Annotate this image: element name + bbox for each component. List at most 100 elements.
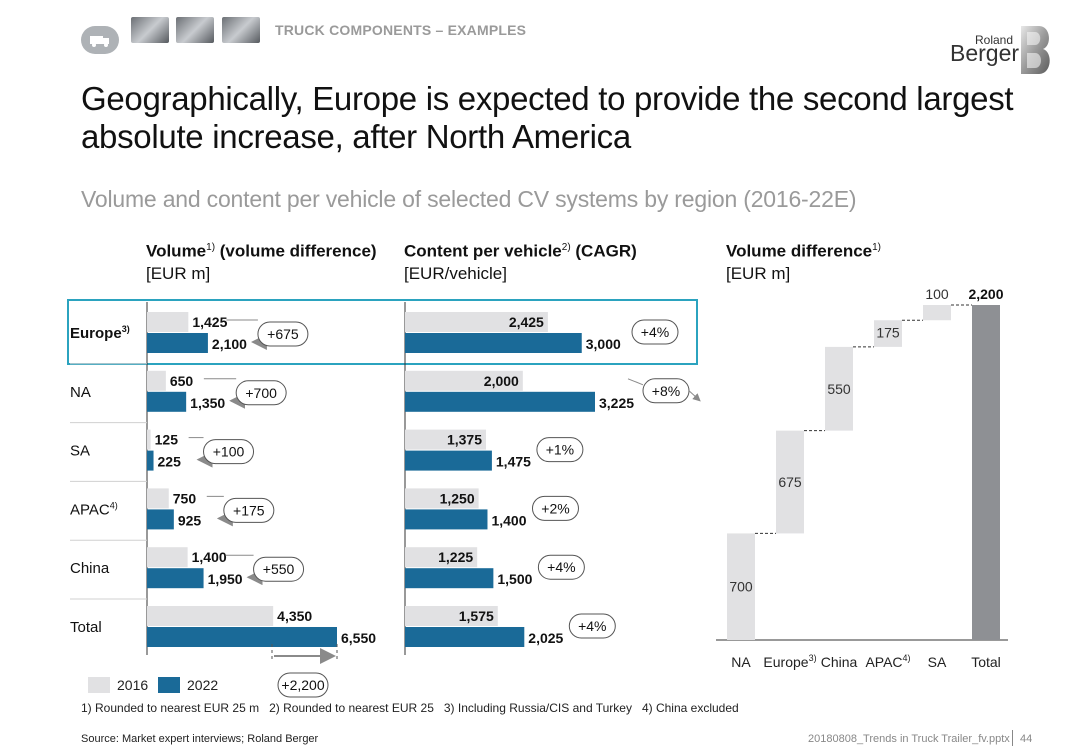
cagr-bubble-total [568, 613, 616, 639]
content-bar-2022-sa [405, 450, 492, 471]
legend-label-2022: 2022 [187, 677, 219, 693]
content-bar-2016-na [405, 370, 523, 391]
page-divider [1012, 730, 1013, 746]
cagr-bubble-europe [631, 319, 679, 345]
legend-swatch-2022 [158, 677, 180, 693]
waterfall-bar-sa [923, 305, 951, 321]
waterfall-category-china: China [821, 654, 858, 670]
waterfall-category-europe: Europe3) [763, 653, 816, 670]
difference-bubble-sa [203, 439, 255, 465]
waterfall-column-header: Volume difference1) [EUR m] [726, 241, 882, 283]
volume-label-2016-sa: 125 [155, 432, 179, 448]
waterfall-value-europe: 675 [778, 474, 802, 490]
difference-label-total: +2,200 [281, 677, 324, 693]
difference-label-china: +550 [263, 561, 295, 577]
volume-label-2016-europe: 1,425 [192, 314, 227, 330]
difference-bubble-na [235, 380, 287, 406]
volume-column-header: Volume1) (volume difference) [EUR m] [146, 241, 377, 283]
content-label-2016-total: 1,575 [459, 608, 494, 624]
volume-label-2016-na: 650 [170, 373, 194, 389]
volume-bar-2022-total [147, 627, 337, 647]
content-label-2022-europe: 3,000 [586, 336, 621, 352]
volume-label-2022-europe: 2,100 [212, 336, 247, 352]
waterfall-bar-europe [776, 430, 804, 534]
volume-label-2022-total: 6,550 [341, 630, 376, 646]
cagr-label-total: +4% [578, 618, 606, 634]
waterfall-category-apac: APAC4) [865, 653, 910, 670]
content-column-header: Content per vehicle2) (CAGR) [EUR/vehicl… [404, 241, 637, 283]
category-label-china: China [70, 560, 110, 577]
file-reference: 20180808_Trends in Truck Trailer_fv.pptx [808, 733, 1010, 745]
volume-label-2016-total: 4,350 [277, 608, 312, 624]
content-bar-2022-china [405, 568, 494, 589]
page-subtitle: Volume and content per vehicle of select… [81, 186, 857, 212]
volume-bar-2016-apac [147, 488, 169, 509]
volume-bar-2022-na [147, 391, 187, 412]
category-label-europe: Europe3) [70, 324, 130, 342]
waterfall-category-total: Total [971, 654, 1001, 670]
volume-bar-2016-china [147, 547, 188, 568]
difference-bubble-europe [257, 321, 309, 347]
volume-label-2022-na: 1,350 [190, 395, 225, 411]
content-bar-2022-na [405, 391, 595, 412]
highlight-box-europe [67, 299, 698, 365]
content-bar-2016-europe [405, 312, 548, 332]
truck-icon [81, 26, 119, 54]
roland-berger-logo-icon [1019, 24, 1055, 81]
page-number: 44 [1020, 733, 1033, 745]
content-bar-2016-china [405, 547, 478, 568]
cagr-label-europe: +4% [641, 324, 669, 340]
legend-swatch-2016 [88, 677, 110, 693]
volume-bar-2016-europe [147, 312, 189, 332]
waterfall-value-china: 550 [827, 381, 851, 397]
volume-bar-2016-total [147, 606, 274, 626]
content-bar-2016-apac [405, 488, 479, 509]
volume-label-2022-china: 1,950 [208, 571, 243, 587]
content-bar-2022-europe [405, 333, 582, 353]
difference-label-na: +700 [245, 385, 277, 401]
volume-label-2022-apac: 925 [178, 512, 202, 528]
content-label-2016-china: 1,225 [438, 549, 473, 565]
waterfall-bar-china [825, 346, 853, 431]
content-bar-2016-sa [405, 429, 487, 450]
content-label-2022-total: 2,025 [528, 630, 563, 646]
cagr-arrow [688, 390, 701, 402]
volume-bar-2016-sa [147, 429, 151, 450]
volume-bar-2022-europe [147, 333, 208, 353]
waterfall-value-sa: 100 [925, 286, 949, 302]
footnotes: 1) Rounded to nearest EUR 25 m 2) Rounde… [81, 701, 739, 715]
difference-bubble-total [277, 672, 329, 698]
content-label-2022-apac: 1,400 [491, 512, 526, 528]
content-bar-2022-total [405, 627, 525, 647]
volume-label-2016-china: 1,400 [192, 549, 227, 565]
category-label-total: Total [70, 619, 102, 636]
content-bar-2022-apac [405, 509, 488, 530]
cagr-bubble-apac [531, 495, 579, 521]
waterfall-value-total: 2,200 [968, 286, 1003, 302]
volume-label-2016-apac: 750 [173, 490, 197, 506]
waterfall-bar-apac [874, 320, 902, 347]
difference-label-apac: +175 [233, 502, 265, 518]
content-label-2016-europe: 2,425 [509, 314, 544, 330]
trucks-photo-icon [176, 17, 214, 43]
category-label-sa: SA [70, 443, 90, 460]
cagr-label-apac: +2% [541, 500, 569, 516]
category-label-na: NA [70, 384, 91, 401]
source-note: Source: Market expert interviews; Roland… [81, 733, 319, 745]
waterfall-category-sa: SA [928, 654, 947, 670]
volume-bar-2022-apac [147, 509, 174, 530]
engine-photo-icon [131, 17, 169, 43]
legend-label-2016: 2016 [117, 677, 149, 693]
content-label-2022-china: 1,500 [497, 571, 532, 587]
cagr-label-sa: +1% [546, 442, 574, 458]
volume-bar-2022-sa [147, 450, 154, 471]
logo-text-bottom: Berger [950, 40, 1020, 66]
content-label-2016-na: 2,000 [484, 373, 519, 389]
category-label: TRUCK COMPONENTS – EXAMPLES [275, 22, 527, 38]
content-bar-2016-total [405, 606, 498, 626]
volume-label-2022-sa: 225 [158, 454, 182, 470]
volume-bar-2016-na [147, 370, 166, 391]
difference-bubble-apac [223, 497, 275, 523]
content-label-2022-sa: 1,475 [496, 454, 531, 470]
